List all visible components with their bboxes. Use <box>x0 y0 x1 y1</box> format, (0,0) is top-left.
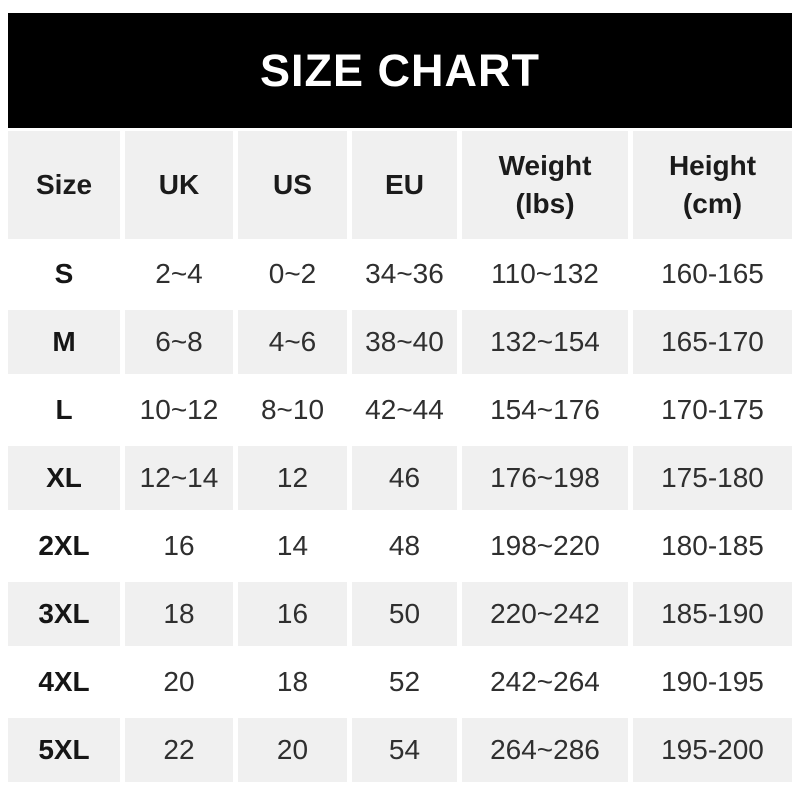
size-label: 2XL <box>8 514 120 578</box>
table-cell: 110~132 <box>462 242 628 306</box>
size-label: M <box>8 310 120 374</box>
table-cell: 16 <box>125 514 233 578</box>
table-cell: 0~2 <box>238 242 347 306</box>
column-header-uk: UK <box>125 131 233 239</box>
table-cell: 6~8 <box>125 310 233 374</box>
column-header-height: Height (cm) <box>633 131 792 239</box>
table-cell: 12~14 <box>125 446 233 510</box>
size-label: L <box>8 378 120 442</box>
size-table: Size UK US EU Weight (lbs) Height (cm) S 2~4 0~… <box>8 131 792 782</box>
table-cell: 42~44 <box>352 378 457 442</box>
size-label: S <box>8 242 120 306</box>
table-cell: 198~220 <box>462 514 628 578</box>
page-title: SIZE CHART <box>260 44 540 96</box>
table-cell: 185-190 <box>633 582 792 646</box>
table-cell: 175-180 <box>633 446 792 510</box>
column-header-size: Size <box>8 131 120 239</box>
column-header-eu: EU <box>352 131 457 239</box>
table-cell: 18 <box>238 650 347 714</box>
table-cell: 220~242 <box>462 582 628 646</box>
table-cell: 10~12 <box>125 378 233 442</box>
table-cell: 20 <box>238 718 347 782</box>
column-header-us: US <box>238 131 347 239</box>
table-header-row: Size UK US EU Weight (lbs) Height (cm) <box>8 131 792 239</box>
table-cell: 18 <box>125 582 233 646</box>
table-row-4xl: 4XL 20 18 52 242~264 190-195 <box>8 650 792 714</box>
table-cell: 22 <box>125 718 233 782</box>
table-cell: 16 <box>238 582 347 646</box>
table-cell: 242~264 <box>462 650 628 714</box>
table-cell: 52 <box>352 650 457 714</box>
table-cell: 190-195 <box>633 650 792 714</box>
table-cell: 132~154 <box>462 310 628 374</box>
table-cell: 264~286 <box>462 718 628 782</box>
size-label: XL <box>8 446 120 510</box>
table-cell: 14 <box>238 514 347 578</box>
table-cell: 48 <box>352 514 457 578</box>
table-cell: 34~36 <box>352 242 457 306</box>
size-label: 3XL <box>8 582 120 646</box>
table-cell: 195-200 <box>633 718 792 782</box>
table-cell: 2~4 <box>125 242 233 306</box>
table-cell: 46 <box>352 446 457 510</box>
table-row-3xl: 3XL 18 16 50 220~242 185-190 <box>8 582 792 646</box>
size-chart-page: SIZE CHART Size UK US EU Weight (lbs) Height … <box>8 13 792 782</box>
column-header-weight: Weight (lbs) <box>462 131 628 239</box>
table-cell: 8~10 <box>238 378 347 442</box>
table-cell: 12 <box>238 446 347 510</box>
table-cell: 38~40 <box>352 310 457 374</box>
table-cell: 180-185 <box>633 514 792 578</box>
table-body: S 2~4 0~2 34~36 110~132 160-165 M 6~8 4~6 38~40 13… <box>8 242 792 782</box>
table-cell: 170-175 <box>633 378 792 442</box>
table-row-m: M 6~8 4~6 38~40 132~154 165-170 <box>8 310 792 374</box>
table-cell: 160-165 <box>633 242 792 306</box>
table-cell: 4~6 <box>238 310 347 374</box>
table-cell: 54 <box>352 718 457 782</box>
table-row-5xl: 5XL 22 20 54 264~286 195-200 <box>8 718 792 782</box>
table-row-xl: XL 12~14 12 46 176~198 175-180 <box>8 446 792 510</box>
table-cell: 154~176 <box>462 378 628 442</box>
table-row-l: L 10~12 8~10 42~44 154~176 170-175 <box>8 378 792 442</box>
table-row-s: S 2~4 0~2 34~36 110~132 160-165 <box>8 242 792 306</box>
table-row-2xl: 2XL 16 14 48 198~220 180-185 <box>8 514 792 578</box>
size-label: 5XL <box>8 718 120 782</box>
table-cell: 20 <box>125 650 233 714</box>
table-cell: 50 <box>352 582 457 646</box>
size-chart-banner: SIZE CHART <box>8 13 792 128</box>
table-cell: 165-170 <box>633 310 792 374</box>
size-label: 4XL <box>8 650 120 714</box>
table-cell: 176~198 <box>462 446 628 510</box>
